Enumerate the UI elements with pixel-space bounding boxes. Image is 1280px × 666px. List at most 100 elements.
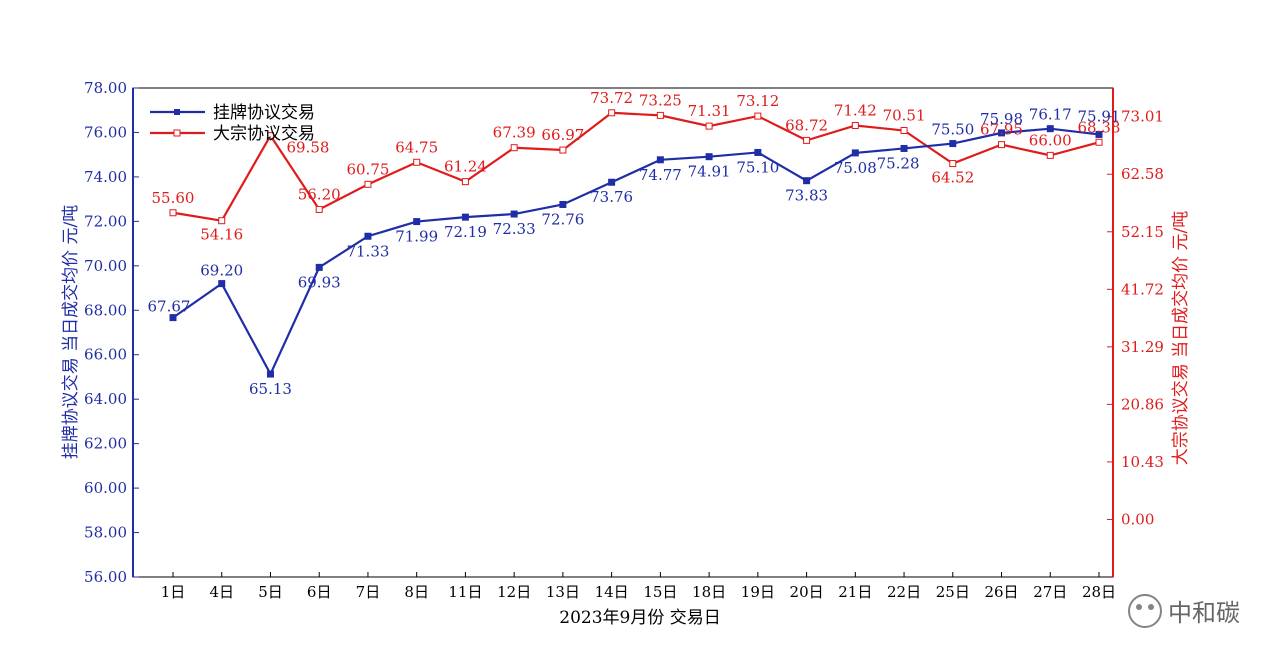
x-tick-label: 8日 (404, 583, 429, 601)
x-tick-label: 15日 (643, 583, 677, 601)
listed-data-label: 75.08 (834, 159, 877, 177)
x-axis-title: 2023年9月份 交易日 (559, 608, 720, 628)
series-line-bulk (172, 111, 1100, 222)
bulk-data-label: 66.00 (1029, 131, 1072, 149)
bulk-point (218, 217, 226, 225)
x-tick-label: 7日 (356, 583, 381, 601)
listed-point (413, 218, 421, 226)
bulk-data-label: 67.95 (980, 121, 1023, 139)
listed-point (266, 370, 274, 378)
x-tick-label: 18日 (692, 583, 726, 601)
bulk-point (754, 112, 762, 120)
left-tick-label: 66.00 (84, 346, 127, 364)
listed-data-label: 74.77 (639, 166, 682, 184)
bulk-data-label: 73.25 (639, 91, 682, 109)
bulk-data-label: 56.20 (298, 185, 341, 203)
right-tick-label: 41.72 (1121, 280, 1164, 298)
bulk-point (998, 141, 1006, 149)
listed-point (218, 280, 226, 288)
listed-data-label: 74.91 (688, 163, 731, 181)
listed-data-label: 75.91 (1078, 107, 1121, 125)
x-tick-label: 22日 (887, 583, 921, 601)
listed-data-label: 73.76 (590, 188, 633, 206)
listed-data-label: 75.50 (931, 121, 974, 139)
bulk-point (461, 178, 469, 186)
x-tick-label: 1日 (161, 583, 186, 601)
listed-point (461, 213, 469, 221)
left-tick-label: 74.00 (84, 168, 127, 186)
listed-point (559, 200, 567, 208)
listed-data-label: 67.67 (148, 298, 191, 316)
left-tick-label: 70.00 (84, 257, 127, 275)
right-tick-label: 73.01 (1121, 108, 1164, 126)
watermark-text: 中和碳 (1168, 599, 1240, 627)
bulk-point (900, 127, 908, 135)
wechat-icon (1128, 593, 1162, 628)
bulk-data-label: 64.52 (931, 169, 974, 187)
x-tick-label: 6日 (307, 583, 332, 601)
listed-data-label: 65.13 (249, 380, 292, 398)
bulk-data-label: 69.58 (286, 139, 329, 157)
watermark: 中和碳 (1128, 593, 1240, 628)
legend-label-listed: 挂牌协议交易 (213, 103, 315, 123)
bulk-point (510, 144, 518, 152)
bulk-point (413, 158, 421, 166)
left-tick-label: 76.00 (84, 123, 127, 141)
x-tick-label: 26日 (984, 583, 1018, 601)
bulk-point (315, 205, 323, 213)
listed-point (900, 144, 908, 152)
listed-point (315, 263, 323, 271)
listed-data-label: 72.76 (541, 210, 584, 228)
listed-point (998, 129, 1006, 137)
listed-point (705, 153, 713, 161)
listed-data-label: 76.17 (1029, 106, 1072, 124)
listed-data-label: 75.28 (877, 154, 920, 172)
legend-label-bulk: 大宗协议交易 (213, 124, 315, 144)
bulk-data-label: 73.72 (590, 89, 633, 107)
bulk-data-label: 68.38 (1078, 118, 1121, 136)
listed-data-label: 72.19 (444, 223, 487, 241)
listed-point (754, 148, 762, 156)
bulk-data-label: 70.51 (883, 107, 926, 125)
bulk-data-label: 68.72 (785, 116, 828, 134)
x-tick-label: 13日 (546, 583, 580, 601)
bulk-data-label: 54.16 (200, 226, 243, 244)
bulk-data-label: 71.31 (688, 102, 731, 120)
bulk-data-label: 61.24 (444, 158, 487, 176)
left-axis-title: 挂牌协议交易 当日成交均价 元/吨 (61, 205, 81, 460)
listed-point (1095, 130, 1103, 138)
listed-point (364, 232, 372, 240)
listed-point (851, 149, 859, 157)
left-tick-label: 58.00 (84, 524, 127, 542)
left-tick-label: 60.00 (84, 479, 127, 497)
listed-data-label: 71.33 (346, 242, 389, 260)
bulk-point (1095, 138, 1103, 146)
x-tick-label: 19日 (741, 583, 775, 601)
bulk-data-label: 55.60 (152, 189, 195, 207)
left-tick-label: 68.00 (84, 301, 127, 319)
x-tick-label: 5日 (258, 583, 283, 601)
bulk-data-label: 73.12 (736, 92, 779, 110)
bulk-point (266, 132, 274, 140)
bulk-point (169, 209, 177, 217)
right-axis-title: 大宗协议交易 当日成交均价 元/吨 (1171, 211, 1191, 466)
bulk-point (851, 121, 859, 129)
bulk-point (364, 180, 372, 188)
x-tick-label: 21日 (838, 583, 872, 601)
left-tick-label: 78.00 (84, 79, 127, 97)
listed-data-label: 72.33 (493, 220, 536, 238)
series-line-listed (172, 127, 1100, 377)
x-tick-label: 27日 (1033, 583, 1067, 601)
x-tick-label: 4日 (209, 583, 234, 601)
bulk-data-label: 60.75 (346, 160, 389, 178)
listed-point (169, 314, 177, 322)
left-tick-label: 64.00 (84, 390, 127, 408)
bulk-point (656, 111, 664, 119)
listed-point (656, 156, 664, 164)
listed-data-label: 69.93 (298, 273, 341, 291)
listed-data-label: 75.10 (736, 158, 779, 176)
right-tick-label: 31.29 (1121, 338, 1164, 356)
bulk-data-label: 64.75 (395, 138, 438, 156)
listed-point (608, 178, 616, 186)
